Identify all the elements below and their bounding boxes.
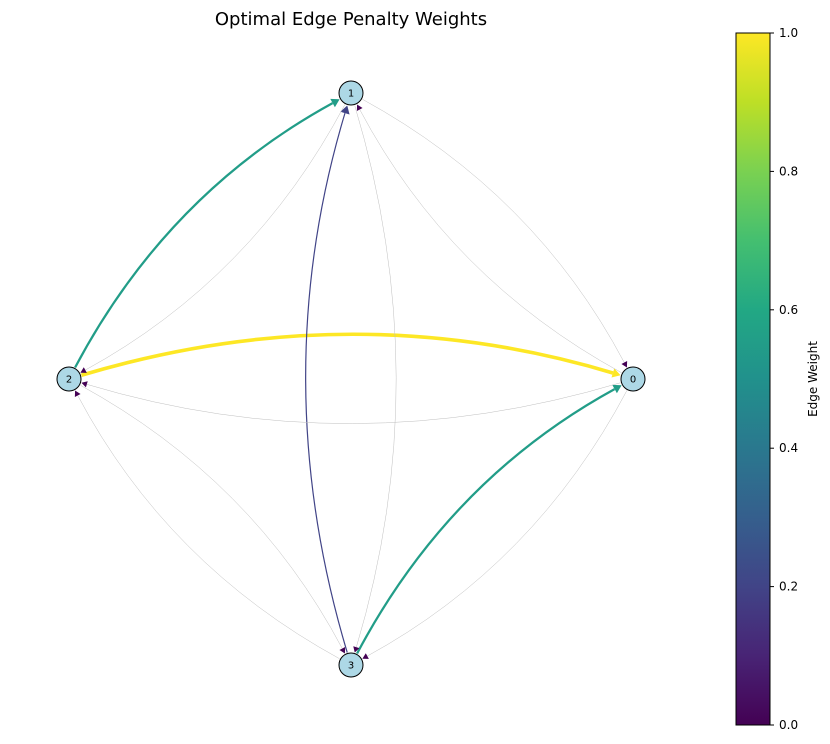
- node-circle: [56, 366, 82, 392]
- node-label: 1: [348, 89, 354, 100]
- edge-n1-n0: [362, 99, 628, 368]
- edge-arrowhead: [621, 361, 628, 368]
- colorbar-gradient: [736, 33, 770, 725]
- edge-arrowhead: [611, 368, 621, 378]
- edge-arrowhead: [356, 104, 363, 111]
- node-2: 2: [56, 366, 82, 392]
- nodes-layer: 0 1 2 3: [56, 80, 646, 678]
- edge-line: [74, 102, 334, 369]
- colorbar-label: Edge Weight: [806, 341, 820, 417]
- edge-arrowhead: [81, 381, 88, 388]
- edge-n0-n1: [356, 104, 622, 373]
- edge-arrowhead: [362, 653, 369, 659]
- edge-n2-n1: [74, 98, 340, 369]
- edge-n0-n3: [362, 390, 628, 659]
- edge-n3-n1: [305, 105, 350, 653]
- node-circle: [338, 80, 364, 106]
- colorbar-tick-label: 0.2: [779, 580, 798, 594]
- edge-line: [354, 105, 397, 648]
- edge-line: [362, 99, 625, 363]
- edge-arrowhead: [80, 367, 87, 373]
- edge-arrowhead: [340, 105, 350, 115]
- edge-n1-n3: [353, 105, 397, 653]
- colorbar-tick-label: 0.4: [779, 441, 798, 455]
- edge-n3-n2: [74, 390, 340, 659]
- node-1: 1: [338, 80, 364, 106]
- edge-n0-n2: [81, 381, 621, 424]
- node-circle: [620, 366, 646, 392]
- edge-line: [356, 388, 616, 655]
- edge-line: [86, 382, 621, 424]
- edge-n2-n0: [80, 332, 621, 378]
- edge-arrowhead: [330, 98, 340, 108]
- edge-arrowhead: [353, 646, 360, 653]
- node-0: 0: [620, 366, 646, 392]
- edge-arrowhead: [612, 384, 622, 394]
- edges-layer: [74, 98, 628, 659]
- edge-arrowhead: [339, 647, 346, 654]
- edge-n3-n0: [356, 384, 622, 655]
- node-label: 3: [348, 661, 354, 672]
- node-label: 2: [66, 375, 72, 386]
- edge-line: [80, 385, 343, 649]
- edge-n2-n3: [80, 385, 346, 654]
- node-label: 0: [630, 375, 636, 386]
- edge-line: [85, 104, 346, 371]
- edge-line: [80, 332, 614, 377]
- colorbar: 0.0 0.2 0.4 0.6 0.8 1.0 Edge Weight: [735, 26, 820, 732]
- colorbar-frame: [735, 32, 771, 726]
- chart-title: Optimal Edge Penalty Weights: [215, 9, 487, 30]
- edge-line: [305, 112, 348, 653]
- edge-line: [367, 390, 628, 657]
- colorbar-tick-label: 0.0: [779, 718, 798, 732]
- colorbar-ticks: 0.0 0.2 0.4 0.6 0.8 1.0: [770, 26, 798, 732]
- node-3: 3: [338, 652, 364, 678]
- colorbar-tick-label: 1.0: [779, 26, 798, 40]
- edge-arrowhead: [74, 390, 81, 397]
- node-circle: [338, 652, 364, 678]
- edge-line: [359, 109, 622, 373]
- edge-line: [77, 395, 340, 659]
- edge-n1-n2: [80, 104, 346, 373]
- colorbar-tick-label: 0.8: [779, 164, 798, 178]
- colorbar-tick-label: 0.6: [779, 303, 798, 317]
